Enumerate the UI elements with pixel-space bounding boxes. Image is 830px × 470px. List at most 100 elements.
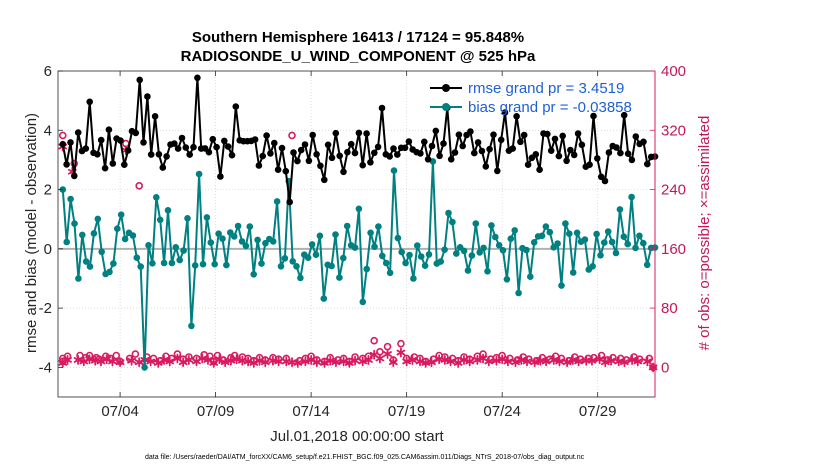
chart-title-line2: RADIOSONDE_U_WIND_COMPONENT @ 525 hPa <box>181 48 536 65</box>
rmse-point <box>536 166 543 173</box>
bias-point <box>114 225 121 232</box>
rmse-point <box>271 139 278 147</box>
y-tick-label: 4 <box>44 122 52 139</box>
rmse-point <box>486 145 493 153</box>
y-axis-label: rmse and bias (model - observation) <box>23 113 40 353</box>
bias-point <box>488 222 495 229</box>
possible-point <box>416 354 424 363</box>
rmse-point <box>309 131 317 139</box>
bias-point <box>495 242 503 249</box>
possible-point <box>85 351 94 360</box>
chart-title-line1: Southern Hemisphere 16413 / 17124 = 95.8… <box>192 29 524 46</box>
bias-point <box>542 223 550 230</box>
rmse-point <box>105 126 113 133</box>
rmse-point <box>586 161 593 168</box>
bias-point <box>94 215 102 223</box>
rmse-point <box>363 130 370 137</box>
y2-tick-label: 320 <box>661 122 686 139</box>
possible-point <box>230 351 239 360</box>
bias-point <box>312 251 320 258</box>
rmse-point <box>163 153 170 160</box>
rmse-point <box>347 140 355 148</box>
possible-point <box>383 342 392 351</box>
bias-point <box>262 239 269 247</box>
bias-point <box>359 298 367 306</box>
bias-point <box>421 262 429 270</box>
possible-point <box>125 354 134 363</box>
possible-point <box>131 350 140 358</box>
bias-point <box>191 262 199 269</box>
rmse-point <box>259 152 267 160</box>
rmse-point <box>297 146 305 154</box>
bias-point <box>184 215 191 222</box>
rmse-point <box>205 148 213 156</box>
rmse-point <box>217 173 224 180</box>
rmse-point <box>490 131 497 138</box>
bias-point <box>499 247 507 254</box>
rmse-point <box>121 161 128 168</box>
possible-point <box>156 356 165 365</box>
bias-point <box>390 167 398 174</box>
possible-point <box>282 354 291 363</box>
bias-point <box>612 249 620 257</box>
rmse-point <box>386 153 394 160</box>
possible-point <box>441 353 449 361</box>
bias-point <box>441 246 448 253</box>
rmse-point <box>513 113 520 120</box>
possible-point <box>106 354 115 363</box>
y-tick-label: 6 <box>44 63 52 80</box>
bias-point <box>608 238 616 246</box>
bias-point <box>250 271 257 278</box>
assimilated-point-stroke <box>146 358 156 365</box>
y-tick-label: -4 <box>39 359 52 376</box>
rmse-point <box>155 151 163 158</box>
rmse-point <box>620 111 628 119</box>
rmse-point <box>182 144 190 151</box>
legend: rmse grand pr = 3.4519 bias grand pr = -… <box>430 80 632 116</box>
rmse-point <box>178 134 186 142</box>
possible-point <box>339 354 348 363</box>
legend-bias-label: bias grand pr = -0.03858 <box>468 99 632 116</box>
bias-point <box>199 260 207 268</box>
assimilated-point <box>134 357 144 368</box>
rmse-point <box>355 129 363 137</box>
rmse-point <box>544 130 551 138</box>
bias-point <box>211 260 218 268</box>
possible-point <box>609 353 617 362</box>
bias-point <box>417 253 425 260</box>
rmse-point <box>451 149 459 156</box>
assimilated-point <box>375 353 385 364</box>
bias-point <box>355 205 363 213</box>
rmse-point <box>317 162 324 170</box>
bias-point <box>643 261 651 269</box>
possible-point <box>479 350 487 358</box>
y2-tick-label: 240 <box>661 182 686 199</box>
possible-point <box>513 356 522 364</box>
possible-point <box>320 357 329 366</box>
rmse-point <box>305 157 313 165</box>
rmse-point <box>378 104 386 112</box>
bias-point <box>589 263 596 270</box>
rmse-point <box>551 135 559 143</box>
rmse-point <box>351 149 359 157</box>
rmse-point <box>509 145 516 152</box>
bias-point <box>75 275 82 282</box>
possible-point <box>149 354 158 363</box>
bias-point <box>464 267 472 274</box>
possible-point <box>192 354 201 363</box>
possible-point <box>454 356 463 365</box>
bias-point <box>316 232 324 240</box>
bias-point <box>554 240 561 247</box>
rmse-point <box>190 143 197 151</box>
bias-point <box>375 223 382 230</box>
possible-point <box>370 336 378 345</box>
rmse-point <box>613 144 620 151</box>
bias-point <box>562 220 569 227</box>
rmse-point <box>440 140 447 147</box>
bias-point <box>203 214 211 221</box>
rmse-point <box>474 139 482 146</box>
bias-point <box>219 235 226 242</box>
y2-tick-label: 80 <box>661 300 678 317</box>
rmse-point <box>151 113 159 120</box>
bias-point <box>484 268 491 275</box>
